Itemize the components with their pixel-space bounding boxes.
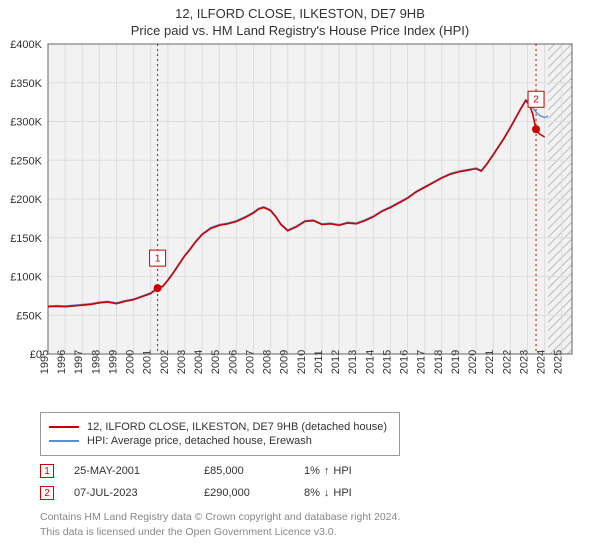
attribution-line1: Contains HM Land Registry data © Crown c… xyxy=(40,510,572,525)
svg-text:2001: 2001 xyxy=(142,350,154,374)
sale-price-2: £290,000 xyxy=(204,487,284,499)
sale-marker-1: 1 xyxy=(40,464,54,478)
svg-text:2020: 2020 xyxy=(467,350,479,374)
price-chart: £0£50K£100K£150K£200K£250K£300K£350K£400… xyxy=(0,38,600,408)
svg-text:2021: 2021 xyxy=(484,350,496,374)
legend-swatch-hpi xyxy=(49,440,79,442)
svg-text:2002: 2002 xyxy=(159,350,171,374)
chart-subtitle: Price paid vs. HM Land Registry's House … xyxy=(0,23,600,38)
svg-text:2004: 2004 xyxy=(193,350,205,374)
svg-text:2010: 2010 xyxy=(296,350,308,374)
attribution: Contains HM Land Registry data © Crown c… xyxy=(40,510,572,539)
sale-row-2: 2 07-JUL-2023 £290,000 8% ↓ HPI xyxy=(40,486,572,500)
svg-text:1: 1 xyxy=(155,253,161,264)
svg-text:£350K: £350K xyxy=(10,78,42,90)
arrow-up-icon: ↑ xyxy=(324,465,330,477)
svg-text:2013: 2013 xyxy=(347,350,359,374)
svg-text:1997: 1997 xyxy=(73,350,85,374)
svg-text:2009: 2009 xyxy=(279,350,291,374)
svg-text:£300K: £300K xyxy=(10,117,42,129)
svg-text:2018: 2018 xyxy=(433,350,445,374)
svg-text:2008: 2008 xyxy=(262,350,274,374)
svg-text:2000: 2000 xyxy=(125,350,137,374)
chart-titles: 12, ILFORD CLOSE, ILKESTON, DE7 9HB Pric… xyxy=(0,0,600,38)
svg-text:2005: 2005 xyxy=(210,350,222,374)
svg-text:2019: 2019 xyxy=(450,350,462,374)
sale-change-2: 8% ↓ HPI xyxy=(304,487,352,499)
svg-text:£200K: £200K xyxy=(10,194,42,206)
svg-text:2023: 2023 xyxy=(518,350,530,374)
svg-text:1996: 1996 xyxy=(56,350,68,374)
svg-text:2014: 2014 xyxy=(364,350,376,374)
attribution-line2: This data is licensed under the Open Gov… xyxy=(40,525,572,540)
svg-text:2016: 2016 xyxy=(399,350,411,374)
legend-label-hpi: HPI: Average price, detached house, Erew… xyxy=(87,435,312,447)
sale-marker-2: 2 xyxy=(40,486,54,500)
svg-text:1999: 1999 xyxy=(107,350,119,374)
sale-row-1: 1 25-MAY-2001 £85,000 1% ↑ HPI xyxy=(40,464,572,478)
svg-text:2012: 2012 xyxy=(330,350,342,374)
sale-date-2: 07-JUL-2023 xyxy=(74,487,184,499)
legend-swatch-property xyxy=(49,426,79,428)
svg-text:2022: 2022 xyxy=(501,350,513,374)
svg-text:2003: 2003 xyxy=(176,350,188,374)
sale-price-1: £85,000 xyxy=(204,465,284,477)
sale-change-1: 1% ↑ HPI xyxy=(304,465,352,477)
legend-row-hpi: HPI: Average price, detached house, Erew… xyxy=(49,435,391,447)
svg-text:1995: 1995 xyxy=(39,350,51,374)
svg-text:£50K: £50K xyxy=(16,310,42,322)
address-title: 12, ILFORD CLOSE, ILKESTON, DE7 9HB xyxy=(0,6,600,21)
sale-date-1: 25-MAY-2001 xyxy=(74,465,184,477)
svg-text:£150K: £150K xyxy=(10,233,42,245)
svg-text:2: 2 xyxy=(533,94,539,105)
svg-text:2007: 2007 xyxy=(244,350,256,374)
svg-text:1998: 1998 xyxy=(90,350,102,374)
svg-text:2025: 2025 xyxy=(553,350,565,374)
svg-text:£250K: £250K xyxy=(10,155,42,167)
legend-label-property: 12, ILFORD CLOSE, ILKESTON, DE7 9HB (det… xyxy=(87,421,387,433)
svg-text:£400K: £400K xyxy=(10,39,42,51)
legend-box: 12, ILFORD CLOSE, ILKESTON, DE7 9HB (det… xyxy=(40,412,400,456)
legend-row-property: 12, ILFORD CLOSE, ILKESTON, DE7 9HB (det… xyxy=(49,421,391,433)
svg-text:2006: 2006 xyxy=(227,350,239,374)
svg-text:£100K: £100K xyxy=(10,272,42,284)
legend-and-sales: 12, ILFORD CLOSE, ILKESTON, DE7 9HB (det… xyxy=(40,412,572,539)
arrow-down-icon: ↓ xyxy=(324,487,330,499)
chart-container: £0£50K£100K£150K£200K£250K£300K£350K£400… xyxy=(0,38,600,408)
svg-text:2024: 2024 xyxy=(536,350,548,374)
svg-text:2017: 2017 xyxy=(416,350,428,374)
svg-text:2015: 2015 xyxy=(381,350,393,374)
